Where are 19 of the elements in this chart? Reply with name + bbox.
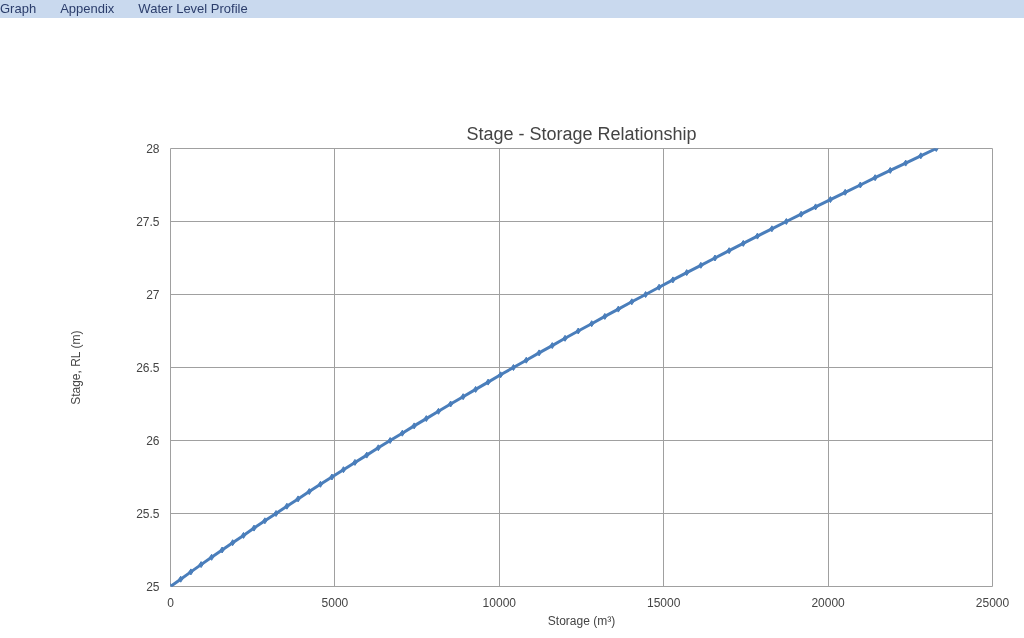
y-tick-label: 27: [146, 288, 160, 302]
y-tick-label: 25: [146, 580, 160, 594]
y-tick-label: 27.5: [136, 215, 160, 229]
x-tick-label: 5000: [321, 595, 349, 610]
chart-title: Stage - Storage Relationship: [466, 123, 697, 144]
x-tick-label: 15000: [647, 595, 681, 610]
y-tick-label: 26: [146, 434, 160, 448]
x-tick-label: 0: [167, 595, 175, 610]
y-tick-label: 28: [146, 142, 160, 156]
text: Graph: [0, 1, 38, 16]
y-axis-title: Stage, RL (m): [69, 330, 84, 405]
y-tick-label: 25.5: [136, 507, 160, 521]
text: Water Level Profile: [137, 1, 249, 16]
x-tick-label: 10000: [482, 595, 517, 610]
x-axis-title: Storage (m³): [547, 613, 616, 628]
y-tick-label: 26.5: [136, 361, 160, 375]
x-tick-label: 20000: [811, 595, 846, 610]
x-tick-label: 25000: [975, 595, 1010, 610]
text: Appendix: [59, 1, 116, 16]
